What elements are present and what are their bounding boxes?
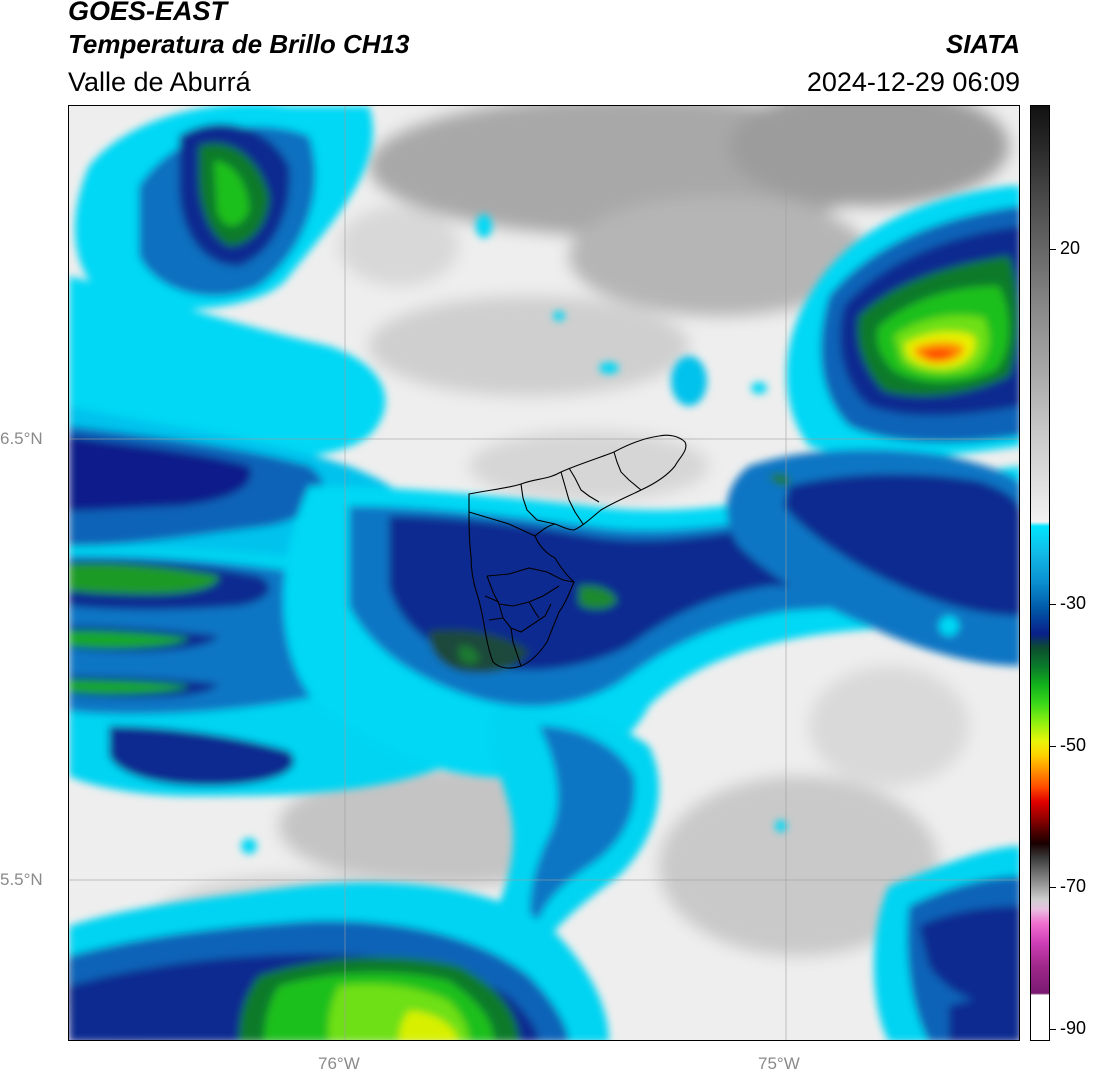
lon-label-76w: 76°W [318,1054,360,1073]
colorbar-tick [1050,249,1056,250]
temperature-colorbar [1030,105,1050,1041]
lon-label-75w: 75°W [758,1054,800,1073]
colorbar-tick [1050,604,1056,605]
colorbar-tick [1050,887,1056,888]
organization-label: SIATA [945,29,1020,59]
colorbar-label-minus-30: -30 [1060,593,1087,613]
brightness-temperature-map [69,106,1019,1040]
colorbar-label-20: 20 [1060,238,1081,258]
colorbar-label-minus-50: -50 [1060,735,1087,755]
lat-label-5-5n: 5.5°N [0,870,43,889]
timestamp-label: 2024-12-29 06:09 [806,67,1020,97]
colorbar-tick [1050,746,1056,747]
graticule [69,106,1019,1040]
cloud-field [69,106,1019,1040]
colorbar-tick [1050,1029,1056,1030]
colorbar-label-minus-70: -70 [1060,876,1087,896]
colorbar-label-minus-90: -90 [1060,1018,1087,1038]
product-title: Temperatura de Brillo CH13 [68,29,410,59]
municipal-boundaries [468,434,687,669]
lat-label-6-5n: 6.5°N [0,429,43,448]
region-title: Valle de Aburrá [68,67,251,97]
map-area[interactable] [68,105,1020,1041]
satellite-title: GOES-EAST [68,0,228,26]
